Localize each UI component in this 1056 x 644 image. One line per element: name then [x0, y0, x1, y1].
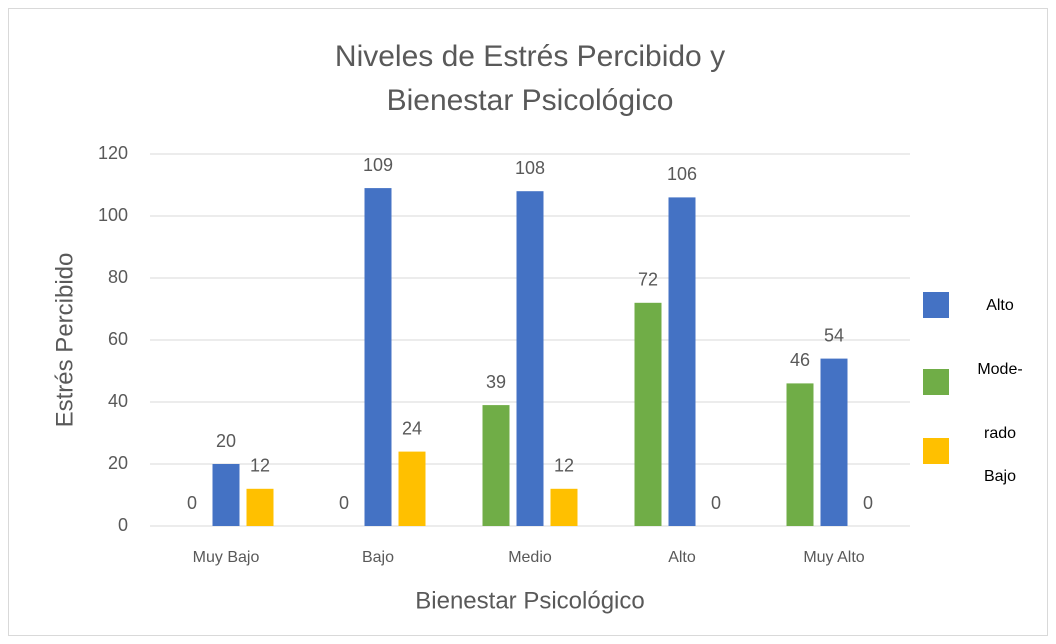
bar — [634, 302, 662, 526]
data-label: 12 — [554, 456, 574, 476]
x-axis-label: Bienestar Psicológico — [415, 587, 644, 614]
legend-swatch — [923, 292, 949, 318]
y-tick-label: 0 — [118, 515, 128, 535]
chart-title: Niveles de Estrés Percibido y — [335, 40, 725, 73]
bar — [398, 451, 426, 526]
legend-label: Mode-rado — [977, 361, 1023, 442]
data-label: 106 — [667, 164, 697, 184]
chart-title: Bienestar Psicológico — [387, 84, 674, 117]
bar — [212, 464, 240, 526]
data-label: 108 — [515, 158, 545, 178]
data-label: 12 — [250, 456, 270, 476]
data-label: 20 — [216, 431, 236, 451]
legend-label: Alto — [986, 297, 1014, 314]
y-tick-label: 120 — [98, 143, 128, 163]
bar — [246, 488, 274, 526]
data-label: 54 — [824, 325, 844, 345]
y-tick-label: 20 — [108, 453, 128, 473]
data-label: 72 — [638, 270, 658, 290]
bar — [516, 191, 544, 526]
bar — [550, 488, 578, 526]
data-label: 0 — [187, 493, 197, 513]
y-tick-label: 80 — [108, 267, 128, 287]
legend-label: Bajo — [983, 468, 1017, 485]
bar — [820, 358, 848, 526]
x-tick-label: Bajo — [362, 549, 394, 566]
bar — [364, 188, 392, 526]
data-label: 39 — [486, 372, 506, 392]
y-tick-label: 40 — [108, 391, 128, 411]
data-label: 0 — [863, 493, 873, 513]
x-tick-label: Muy Bajo — [193, 549, 260, 566]
data-label: 46 — [790, 350, 810, 370]
data-label: 24 — [402, 418, 422, 438]
legend-swatch — [923, 438, 949, 464]
data-label: 109 — [363, 155, 393, 175]
legend-swatch — [923, 369, 949, 395]
bar — [786, 383, 814, 526]
data-label: 0 — [711, 493, 721, 513]
x-tick-label: Medio — [508, 549, 552, 566]
x-tick-label: Alto — [668, 549, 696, 566]
data-label: 0 — [339, 493, 349, 513]
x-tick-label: Muy Alto — [803, 549, 864, 566]
bar — [668, 197, 696, 526]
y-axis-label: Estrés Percibido — [51, 253, 78, 428]
bar — [482, 405, 510, 526]
y-tick-label: 60 — [108, 329, 128, 349]
y-tick-label: 100 — [98, 205, 128, 225]
